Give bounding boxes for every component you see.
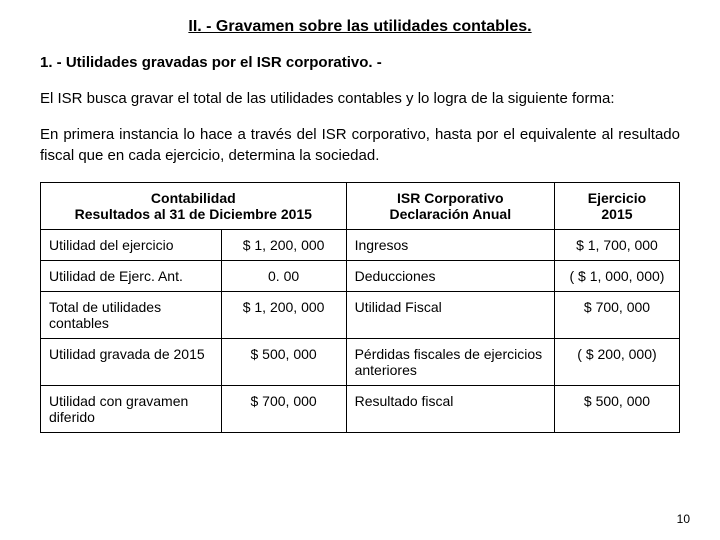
cell-amt1: $ 1, 200, 000 [221, 229, 346, 260]
cell-amt2: ( $ 200, 000) [554, 338, 679, 385]
cell-mid: Deducciones [346, 260, 554, 291]
table-header-row: Contabilidad Resultados al 31 de Diciemb… [41, 182, 680, 229]
table-row: Utilidad con gravamen diferido $ 700, 00… [41, 385, 680, 432]
header-mid: ISR Corporativo Declaración Anual [346, 182, 554, 229]
document-page: II. - Gravamen sobre las utilidades cont… [0, 0, 720, 433]
header-left-line1: Contabilidad [151, 190, 236, 206]
cell-left: Total de utilidades contables [41, 291, 222, 338]
cell-amt1: $ 500, 000 [221, 338, 346, 385]
header-mid-line2: Declaración Anual [389, 206, 511, 222]
header-right-line1: Ejercicio [588, 190, 646, 206]
cell-amt2: $ 700, 000 [554, 291, 679, 338]
header-right: Ejercicio 2015 [554, 182, 679, 229]
header-mid-line1: ISR Corporativo [397, 190, 504, 206]
cell-mid: Utilidad Fiscal [346, 291, 554, 338]
cell-left: Utilidad gravada de 2015 [41, 338, 222, 385]
header-right-line2: 2015 [601, 206, 632, 222]
cell-amt2: $ 1, 700, 000 [554, 229, 679, 260]
table-body: Utilidad del ejercicio $ 1, 200, 000 Ing… [41, 229, 680, 432]
cell-left: Utilidad del ejercicio [41, 229, 222, 260]
cell-amt1: 0. 00 [221, 260, 346, 291]
cell-amt2: ( $ 1, 000, 000) [554, 260, 679, 291]
cell-mid: Pérdidas fiscales de ejercicios anterior… [346, 338, 554, 385]
page-title: II. - Gravamen sobre las utilidades cont… [40, 18, 680, 36]
table-row: Utilidad de Ejerc. Ant. 0. 00 Deduccione… [41, 260, 680, 291]
cell-amt1: $ 1, 200, 000 [221, 291, 346, 338]
page-number: 10 [677, 512, 690, 526]
table-row: Utilidad gravada de 2015 $ 500, 000 Pérd… [41, 338, 680, 385]
cell-mid: Resultado fiscal [346, 385, 554, 432]
cell-amt2: $ 500, 000 [554, 385, 679, 432]
cell-left: Utilidad de Ejerc. Ant. [41, 260, 222, 291]
header-left: Contabilidad Resultados al 31 de Diciemb… [41, 182, 347, 229]
cell-left: Utilidad con gravamen diferido [41, 385, 222, 432]
cell-amt1: $ 700, 000 [221, 385, 346, 432]
cell-mid: Ingresos [346, 229, 554, 260]
utilities-table: Contabilidad Resultados al 31 de Diciemb… [40, 182, 680, 433]
section-subtitle: 1. - Utilidades gravadas por el ISR corp… [40, 54, 680, 71]
header-left-line2: Resultados al 31 de Diciembre 2015 [75, 206, 312, 222]
table-row: Total de utilidades contables $ 1, 200, … [41, 291, 680, 338]
paragraph-2: En primera instancia lo hace a través de… [40, 125, 680, 166]
table-row: Utilidad del ejercicio $ 1, 200, 000 Ing… [41, 229, 680, 260]
paragraph-1: El ISR busca gravar el total de las util… [40, 89, 680, 109]
